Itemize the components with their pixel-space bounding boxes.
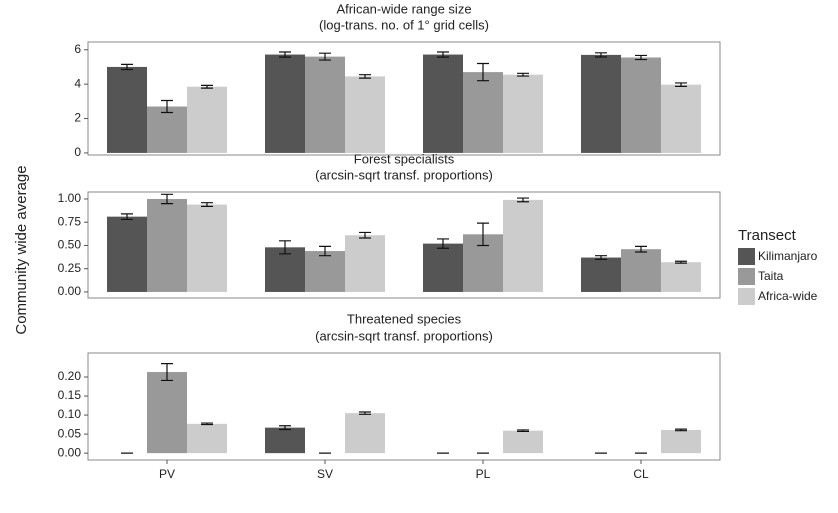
- error-bar: [279, 240, 291, 255]
- bar: [187, 86, 227, 153]
- y-tick-label: 0.05: [58, 426, 82, 440]
- panel-title: Forest specialists: [354, 151, 455, 166]
- error-bar: [359, 411, 371, 415]
- y-tick-label: 1.00: [58, 191, 82, 205]
- legend-swatch: [738, 248, 755, 265]
- error-bar: [675, 82, 687, 87]
- panel-title: Threatened species: [347, 311, 462, 326]
- y-tick-label: 0.15: [58, 388, 82, 402]
- bar: [265, 427, 305, 454]
- y-tick-label: 0.25: [58, 261, 82, 275]
- error-bar: [279, 51, 291, 58]
- bar: [147, 372, 187, 454]
- bar: [265, 247, 305, 292]
- bar: [621, 249, 661, 292]
- error-bar: [517, 72, 529, 77]
- bar: [463, 72, 503, 153]
- y-tick-label: 0.50: [58, 238, 82, 252]
- bar: [581, 257, 621, 292]
- error-bar: [675, 260, 687, 264]
- error-bar: [595, 52, 607, 58]
- y-tick-label: 6: [74, 42, 81, 56]
- bar: [187, 204, 227, 292]
- error-bar: [517, 197, 529, 203]
- error-bar: [201, 202, 213, 208]
- legend-label: Taita: [758, 269, 784, 283]
- y-axis-label: Community wide average: [13, 165, 30, 334]
- bar: [661, 262, 701, 292]
- error-bar: [161, 193, 173, 205]
- bar: [581, 54, 621, 153]
- x-tick-label: CL: [633, 467, 649, 481]
- error-bar: [359, 74, 371, 79]
- bar: [305, 251, 345, 292]
- error-bar: [319, 245, 331, 257]
- y-tick-label: 0.00: [58, 284, 82, 298]
- bar: [503, 199, 543, 292]
- x-tick-label: PL: [476, 467, 491, 481]
- bar: [423, 54, 463, 153]
- y-tick-label: 4: [74, 76, 81, 90]
- legend-label: Africa-wide: [758, 289, 818, 303]
- error-bar: [595, 255, 607, 261]
- bar: [661, 429, 701, 454]
- error-bar: [319, 52, 331, 61]
- error-bar: [121, 213, 133, 221]
- panel-title: African-wide range size: [336, 1, 471, 16]
- bar: [345, 76, 385, 153]
- error-bar: [477, 222, 489, 247]
- x-tick-label: SV: [317, 467, 333, 481]
- bar: [503, 430, 543, 454]
- legend-title: Transect: [738, 227, 797, 244]
- bar: [187, 423, 227, 454]
- bar: [503, 74, 543, 153]
- legend-swatch: [738, 288, 755, 305]
- y-tick-label: 0: [74, 145, 81, 159]
- panel-subtitle: (arcsin-sqrt transf. proportions): [315, 167, 493, 182]
- error-bar: [359, 231, 371, 239]
- error-bar: [635, 54, 647, 61]
- error-bar: [517, 429, 529, 433]
- error-bar: [201, 422, 213, 426]
- bar: [305, 56, 345, 153]
- error-bar: [161, 99, 173, 114]
- panel-subtitle: (arcsin-sqrt transf. proportions): [315, 328, 493, 343]
- y-tick-label: 0.00: [58, 445, 82, 459]
- error-bar: [477, 62, 489, 82]
- legend-swatch: [738, 268, 755, 285]
- bar: [107, 66, 147, 153]
- y-tick-label: 2: [74, 111, 81, 125]
- bar: [621, 57, 661, 153]
- error-bar: [635, 245, 647, 253]
- error-bar: [675, 428, 687, 432]
- y-tick-label: 0.10: [58, 407, 82, 421]
- error-bar: [437, 51, 449, 58]
- error-bar: [437, 238, 449, 249]
- error-bar: [201, 84, 213, 89]
- bar: [345, 413, 385, 454]
- bar: [147, 198, 187, 292]
- bar: [265, 54, 305, 153]
- bar: [147, 106, 187, 153]
- panel-subtitle: (log-trans. no. of 1° grid cells): [319, 17, 489, 32]
- bar: [345, 235, 385, 292]
- error-bar: [161, 363, 173, 382]
- y-tick-label: 0.20: [58, 369, 82, 383]
- y-tick-label: 0.75: [58, 214, 82, 228]
- bar: [423, 243, 463, 292]
- x-tick-label: PV: [159, 467, 175, 481]
- bar: [661, 84, 701, 153]
- bar: [107, 216, 147, 292]
- error-bar: [279, 425, 291, 431]
- error-bar: [121, 63, 133, 71]
- legend-label: Kilimanjaro: [758, 249, 818, 263]
